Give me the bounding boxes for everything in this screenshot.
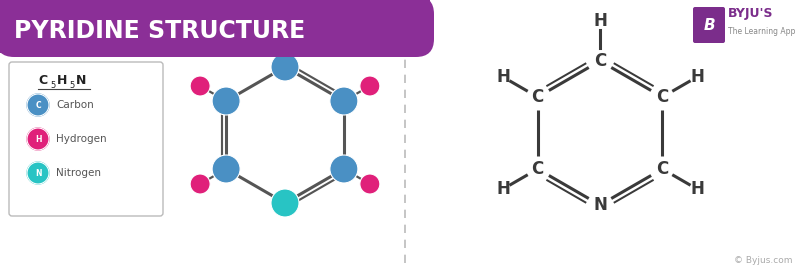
Bar: [0, 0, 30, 53]
Text: H: H: [496, 180, 510, 198]
Circle shape: [360, 76, 380, 96]
Circle shape: [330, 87, 358, 115]
FancyBboxPatch shape: [0, 0, 434, 57]
Circle shape: [212, 155, 240, 183]
Circle shape: [330, 155, 358, 183]
Text: B: B: [703, 17, 715, 32]
Text: H: H: [690, 180, 704, 198]
Text: N: N: [34, 168, 42, 177]
Text: C: C: [594, 52, 606, 70]
Text: C: C: [38, 75, 47, 88]
Circle shape: [190, 174, 210, 194]
Text: C: C: [531, 160, 544, 178]
Text: PYRIDINE STRUCTURE: PYRIDINE STRUCTURE: [14, 19, 306, 43]
Text: C: C: [531, 88, 544, 106]
Text: The Learning App: The Learning App: [728, 28, 795, 37]
Text: N: N: [593, 196, 607, 214]
Text: 5: 5: [50, 81, 55, 90]
Text: 5: 5: [69, 81, 74, 90]
FancyBboxPatch shape: [9, 62, 163, 216]
Bar: [0, 0, 430, 33]
Text: H: H: [593, 12, 607, 30]
Text: Hydrogen: Hydrogen: [56, 134, 106, 144]
Circle shape: [271, 53, 299, 81]
Circle shape: [271, 189, 299, 217]
Text: C: C: [35, 100, 41, 109]
Text: H: H: [690, 68, 704, 86]
Circle shape: [212, 87, 240, 115]
Text: Carbon: Carbon: [56, 100, 94, 110]
FancyBboxPatch shape: [693, 7, 725, 43]
Circle shape: [360, 174, 380, 194]
Circle shape: [27, 128, 49, 150]
Circle shape: [27, 94, 49, 116]
Text: H: H: [34, 135, 42, 144]
Circle shape: [27, 162, 49, 184]
Circle shape: [275, 27, 295, 47]
Text: N: N: [76, 75, 86, 88]
Text: © Byjus.com: © Byjus.com: [734, 256, 792, 265]
Text: C: C: [656, 88, 669, 106]
Text: Nitrogen: Nitrogen: [56, 168, 101, 178]
Text: H: H: [57, 75, 67, 88]
Text: BYJU'S: BYJU'S: [728, 7, 774, 19]
Text: H: H: [496, 68, 510, 86]
Circle shape: [190, 76, 210, 96]
Text: C: C: [656, 160, 669, 178]
